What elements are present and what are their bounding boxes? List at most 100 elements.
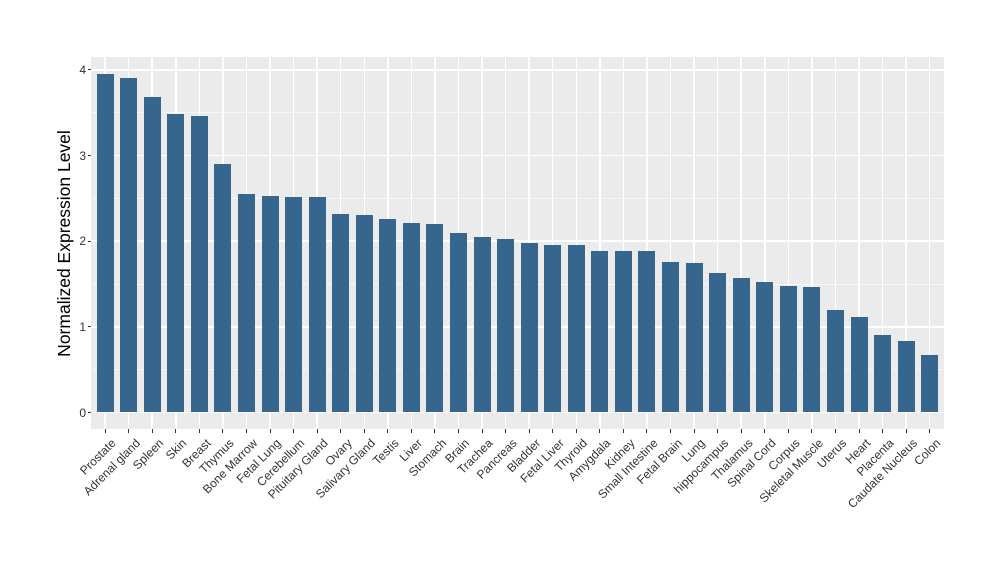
major-gridline — [91, 240, 944, 242]
bar — [285, 197, 303, 413]
bar — [402, 223, 420, 413]
bar — [379, 218, 397, 413]
x-tick-mark — [834, 429, 836, 433]
x-tick-mark — [363, 429, 365, 433]
vertical-gridline — [575, 57, 578, 429]
x-tick-mark — [717, 429, 719, 433]
vertical-gridline — [905, 57, 907, 429]
y-tick-mark — [88, 326, 91, 328]
vertical-gridline — [858, 57, 860, 429]
major-gridline — [91, 326, 944, 328]
x-tick-mark — [316, 429, 318, 433]
x-tick-mark — [387, 429, 389, 433]
x-tick-mark — [622, 429, 624, 433]
x-tick-mark — [905, 429, 907, 433]
bar — [237, 194, 255, 413]
vertical-gridline — [740, 57, 742, 429]
x-tick-mark — [740, 429, 742, 433]
y-tick-mark — [88, 155, 91, 157]
y-tick-label: 2 — [79, 234, 86, 249]
vertical-gridline — [716, 57, 719, 429]
bar — [544, 244, 562, 413]
vertical-gridline — [599, 57, 601, 429]
x-tick-mark — [670, 429, 672, 433]
bar — [96, 74, 114, 413]
bar — [638, 251, 656, 413]
bar — [450, 233, 467, 413]
bar — [143, 97, 161, 413]
bar — [497, 239, 515, 413]
vertical-gridline — [928, 57, 931, 429]
x-tick-mark — [245, 429, 247, 433]
vertical-gridline — [669, 57, 672, 429]
x-tick-mark — [693, 429, 695, 433]
minor-gridline — [91, 112, 944, 114]
bar — [591, 250, 609, 413]
x-tick-mark — [340, 429, 342, 433]
x-tick-mark — [222, 429, 224, 433]
bar — [897, 341, 915, 413]
bar — [332, 213, 350, 413]
bar — [190, 116, 208, 413]
x-tick-mark — [599, 429, 601, 433]
bar — [426, 224, 444, 413]
x-tick-mark — [811, 429, 813, 433]
y-tick-mark — [88, 69, 91, 71]
minor-gridline — [91, 369, 944, 371]
vertical-gridline — [787, 57, 790, 429]
bar — [779, 285, 797, 413]
bar — [567, 245, 585, 413]
vertical-gridline — [693, 57, 695, 429]
y-tick-label: 1 — [79, 319, 86, 334]
bar — [756, 282, 774, 413]
x-tick-mark — [646, 429, 648, 433]
x-tick-mark — [151, 429, 153, 433]
bar — [120, 78, 138, 413]
vertical-gridline — [811, 57, 813, 429]
plot-panel — [91, 57, 944, 429]
x-tick-mark — [481, 429, 483, 433]
bar — [614, 250, 632, 413]
bar — [520, 242, 538, 413]
x-tick-mark — [458, 429, 459, 433]
bar — [355, 214, 373, 413]
x-tick-mark — [505, 429, 507, 433]
vertical-gridline — [881, 57, 884, 429]
vertical-gridline — [764, 57, 766, 429]
x-tick-mark — [552, 429, 554, 433]
x-tick-label-text: Colon — [911, 436, 944, 469]
major-gridline — [91, 69, 944, 71]
y-tick-mark — [88, 412, 91, 413]
major-gridline — [91, 154, 944, 157]
minor-gridline — [91, 283, 944, 285]
bar — [214, 164, 232, 413]
bar — [261, 195, 279, 413]
bar — [803, 286, 821, 413]
bar — [850, 316, 868, 413]
x-tick-mark — [128, 429, 130, 433]
x-tick-mark — [575, 429, 577, 433]
bar — [709, 272, 727, 413]
vertical-gridline — [646, 57, 648, 429]
bar — [874, 334, 892, 413]
y-tick-mark — [88, 240, 91, 242]
x-tick-mark — [269, 429, 271, 433]
x-tick-mark — [104, 429, 106, 433]
major-gridline — [91, 411, 944, 414]
x-tick-label-text: Testis — [370, 436, 402, 468]
bar — [732, 278, 750, 413]
x-tick-mark — [293, 429, 295, 433]
bar — [473, 236, 491, 413]
x-tick-mark — [175, 429, 177, 433]
x-tick-mark — [528, 429, 530, 433]
x-tick-mark — [198, 429, 200, 433]
x-tick-mark — [929, 429, 931, 433]
minor-gridline — [91, 197, 944, 199]
x-tick-mark — [787, 429, 789, 433]
vertical-gridline — [834, 57, 837, 429]
x-tick-mark — [410, 429, 412, 433]
bar — [308, 197, 326, 413]
bar — [921, 355, 939, 413]
x-tick-mark — [858, 429, 860, 433]
